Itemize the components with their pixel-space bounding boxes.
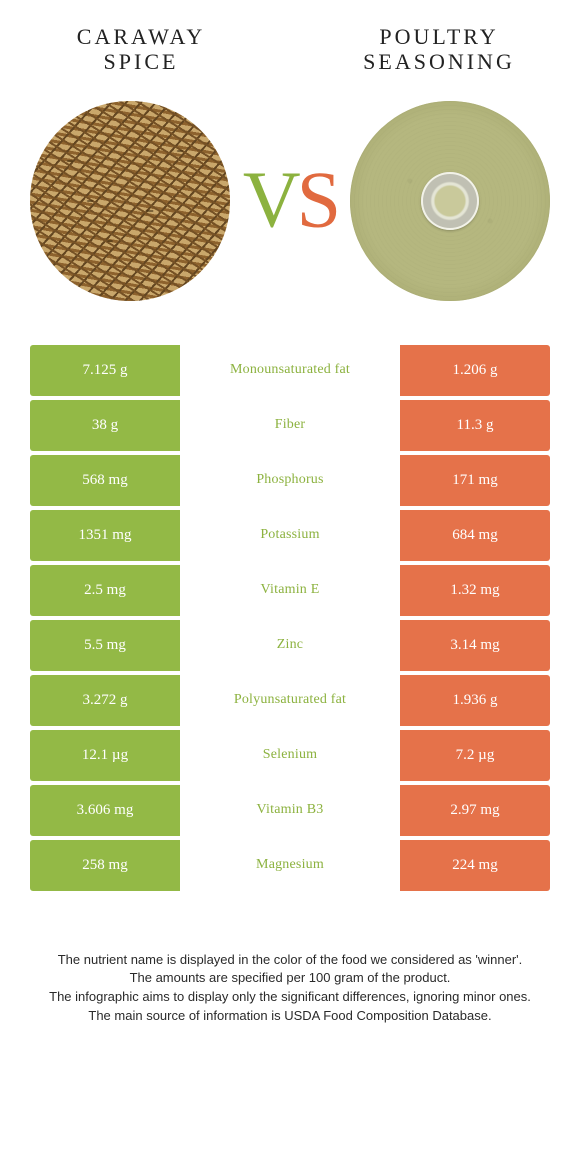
right-value: 684 mg [400, 510, 550, 561]
right-value: 1.206 g [400, 345, 550, 396]
left-value: 1351 mg [30, 510, 180, 561]
caraway-image [30, 101, 230, 301]
poultry-powder-icon [350, 101, 550, 301]
right-value: 3.14 mg [400, 620, 550, 671]
left-title-line1: CARAWAY [77, 24, 205, 49]
right-title-line1: POULTRY [379, 24, 498, 49]
vs-s: S [297, 156, 338, 244]
header: CARAWAY SPICE POULTRY SEASONING [0, 0, 580, 75]
left-value: 3.606 mg [30, 785, 180, 836]
left-value: 2.5 mg [30, 565, 180, 616]
right-value: 7.2 µg [400, 730, 550, 781]
table-row: 258 mgMagnesium224 mg [30, 840, 550, 891]
vs-label: VS [243, 155, 337, 246]
left-title-line2: SPICE [104, 49, 179, 74]
table-row: 1351 mgPotassium684 mg [30, 510, 550, 561]
footer-line-2: The amounts are specified per 100 gram o… [34, 969, 546, 988]
table-row: 3.606 mgVitamin B32.97 mg [30, 785, 550, 836]
left-value: 3.272 g [30, 675, 180, 726]
poultry-image [350, 101, 550, 301]
right-value: 1.936 g [400, 675, 550, 726]
nutrient-label: Vitamin E [180, 565, 400, 616]
left-value: 38 g [30, 400, 180, 451]
nutrient-label: Vitamin B3 [180, 785, 400, 836]
left-value: 5.5 mg [30, 620, 180, 671]
right-title: POULTRY SEASONING [334, 24, 544, 75]
left-value: 7.125 g [30, 345, 180, 396]
right-title-line2: SEASONING [363, 49, 515, 74]
nutrient-table: 7.125 gMonounsaturated fat1.206 g38 gFib… [30, 345, 550, 891]
table-row: 7.125 gMonounsaturated fat1.206 g [30, 345, 550, 396]
footer-line-4: The main source of information is USDA F… [34, 1007, 546, 1026]
left-value: 258 mg [30, 840, 180, 891]
right-value: 2.97 mg [400, 785, 550, 836]
nutrient-label: Potassium [180, 510, 400, 561]
nutrient-label: Zinc [180, 620, 400, 671]
right-value: 1.32 mg [400, 565, 550, 616]
table-row: 3.272 gPolyunsaturated fat1.936 g [30, 675, 550, 726]
table-row: 568 mgPhosphorus171 mg [30, 455, 550, 506]
nutrient-label: Phosphorus [180, 455, 400, 506]
table-row: 12.1 µgSelenium7.2 µg [30, 730, 550, 781]
left-title: CARAWAY SPICE [36, 24, 246, 75]
nutrient-label: Selenium [180, 730, 400, 781]
image-row: VS [0, 91, 580, 311]
footer-line-1: The nutrient name is displayed in the co… [34, 951, 546, 970]
left-value: 12.1 µg [30, 730, 180, 781]
caraway-seeds-icon [30, 101, 230, 301]
nutrient-label: Polyunsaturated fat [180, 675, 400, 726]
right-value: 224 mg [400, 840, 550, 891]
footer-notes: The nutrient name is displayed in the co… [34, 951, 546, 1026]
nutrient-label: Fiber [180, 400, 400, 451]
right-value: 171 mg [400, 455, 550, 506]
left-value: 568 mg [30, 455, 180, 506]
bowl-icon [421, 172, 479, 230]
nutrient-label: Monounsaturated fat [180, 345, 400, 396]
table-row: 5.5 mgZinc3.14 mg [30, 620, 550, 671]
table-row: 2.5 mgVitamin E1.32 mg [30, 565, 550, 616]
vs-v: V [243, 156, 297, 244]
table-row: 38 gFiber11.3 g [30, 400, 550, 451]
right-value: 11.3 g [400, 400, 550, 451]
footer-line-3: The infographic aims to display only the… [34, 988, 546, 1007]
nutrient-label: Magnesium [180, 840, 400, 891]
